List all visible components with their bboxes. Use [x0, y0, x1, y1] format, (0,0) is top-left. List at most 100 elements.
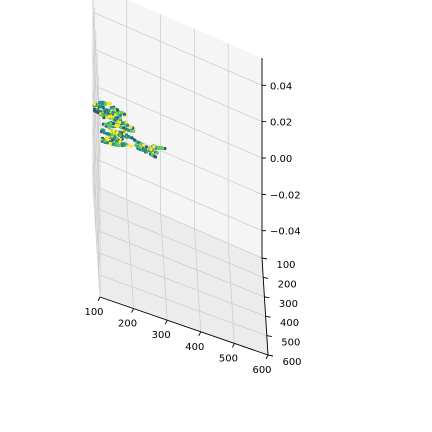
data-point [132, 138, 137, 142]
data-point [142, 147, 146, 152]
x-tick [131, 308, 135, 313]
data-point [127, 135, 132, 139]
floor-pane [93, 185, 268, 355]
y-tick-label: 300 [279, 299, 298, 310]
data-point [129, 125, 133, 129]
z-grid-back [92, 11, 263, 86]
data-point [125, 133, 129, 137]
data-point [129, 144, 134, 148]
data-point [95, 110, 99, 114]
data-point [111, 110, 115, 114]
data-point [134, 143, 138, 147]
y-tick [265, 315, 271, 318]
z-tick-label: 0.04 [270, 81, 292, 92]
data-point [127, 128, 131, 132]
z-tick-labels: −0.04 −0.02 0.00 0.02 0.04 [270, 81, 301, 237]
data-point [120, 141, 124, 145]
x-tick [164, 319, 168, 325]
y-tick-label: 200 [278, 279, 297, 290]
x-tick-labels: 100 200 300 400 500 600 [84, 307, 271, 376]
data-point [126, 123, 130, 127]
data-point [160, 146, 165, 151]
data-point [109, 106, 113, 110]
data-point [124, 121, 128, 125]
x-axis-line [99, 296, 269, 356]
y-grid-floor [94, 207, 264, 278]
data-points [92, 100, 167, 159]
x-grid-floor [126, 199, 134, 309]
data-point [119, 125, 123, 129]
x-grid-floor [227, 243, 235, 344]
data-point [110, 133, 114, 137]
data-point [100, 139, 104, 143]
data-point [144, 145, 148, 149]
x-tick-label: 600 [252, 365, 271, 376]
data-point [124, 142, 129, 146]
data-point [152, 144, 156, 148]
y-tick [263, 276, 269, 279]
data-point [150, 153, 154, 157]
y-tick-label: 100 [276, 260, 295, 271]
y-tick [266, 335, 272, 338]
data-point [113, 117, 117, 121]
x-tick-label: 100 [84, 307, 103, 318]
data-point [116, 120, 120, 124]
data-point [121, 122, 125, 126]
z-grid-back [92, 157, 263, 232]
z-grid-left [92, 121, 101, 234]
data-point [112, 136, 116, 140]
y-grid-floor [98, 274, 267, 336]
data-point [118, 113, 123, 118]
data-point [105, 136, 109, 140]
y-tick [267, 354, 274, 357]
data-point [107, 126, 111, 130]
z-grid-back [92, 84, 263, 159]
data-point [138, 147, 142, 152]
data-point [98, 104, 102, 108]
data-point [105, 110, 109, 114]
data-point [93, 108, 97, 112]
y-tick-label: 500 [281, 338, 300, 349]
x-tick-label: 300 [152, 330, 171, 341]
data-point [101, 129, 105, 133]
data-point [92, 102, 96, 106]
tick-marks [97, 84, 274, 360]
data-point [106, 132, 110, 136]
y-grid-floor [95, 229, 265, 298]
data-point [158, 145, 162, 149]
z-grid-back [92, 48, 263, 122]
z-tick-label: 0.00 [270, 154, 292, 165]
data-point [103, 122, 107, 126]
data-point [141, 143, 146, 147]
z-tick-label: −0.04 [270, 227, 301, 238]
x-tick [198, 331, 202, 337]
data-point [122, 112, 126, 116]
z-tick-label: 0.02 [270, 118, 292, 129]
x-grid-floor [160, 214, 168, 321]
grid-lines [92, 0, 269, 356]
data-point [149, 147, 153, 151]
y-grid-floor [97, 251, 266, 317]
data-point [115, 131, 119, 135]
x-tick [265, 354, 269, 360]
y-tick-label: 400 [280, 318, 299, 329]
y-tick-labels: 100 200 300 400 500 600 [276, 260, 301, 368]
back-pane [93, 0, 262, 258]
x-tick-label: 400 [185, 342, 204, 353]
data-point [112, 121, 116, 126]
x-tick [97, 296, 101, 302]
x-tick-label: 200 [118, 319, 137, 330]
data-point [119, 110, 124, 115]
data-point [108, 142, 113, 146]
z-grid-left [92, 157, 101, 270]
data-point [163, 146, 167, 151]
data-point [144, 150, 148, 154]
x-tick [231, 343, 235, 348]
axis-panes [93, 0, 268, 355]
x-tick-label: 500 [219, 353, 238, 364]
y-tick-label: 600 [282, 357, 301, 368]
data-point [105, 141, 110, 145]
data-point [118, 133, 122, 137]
data-point [108, 121, 112, 125]
